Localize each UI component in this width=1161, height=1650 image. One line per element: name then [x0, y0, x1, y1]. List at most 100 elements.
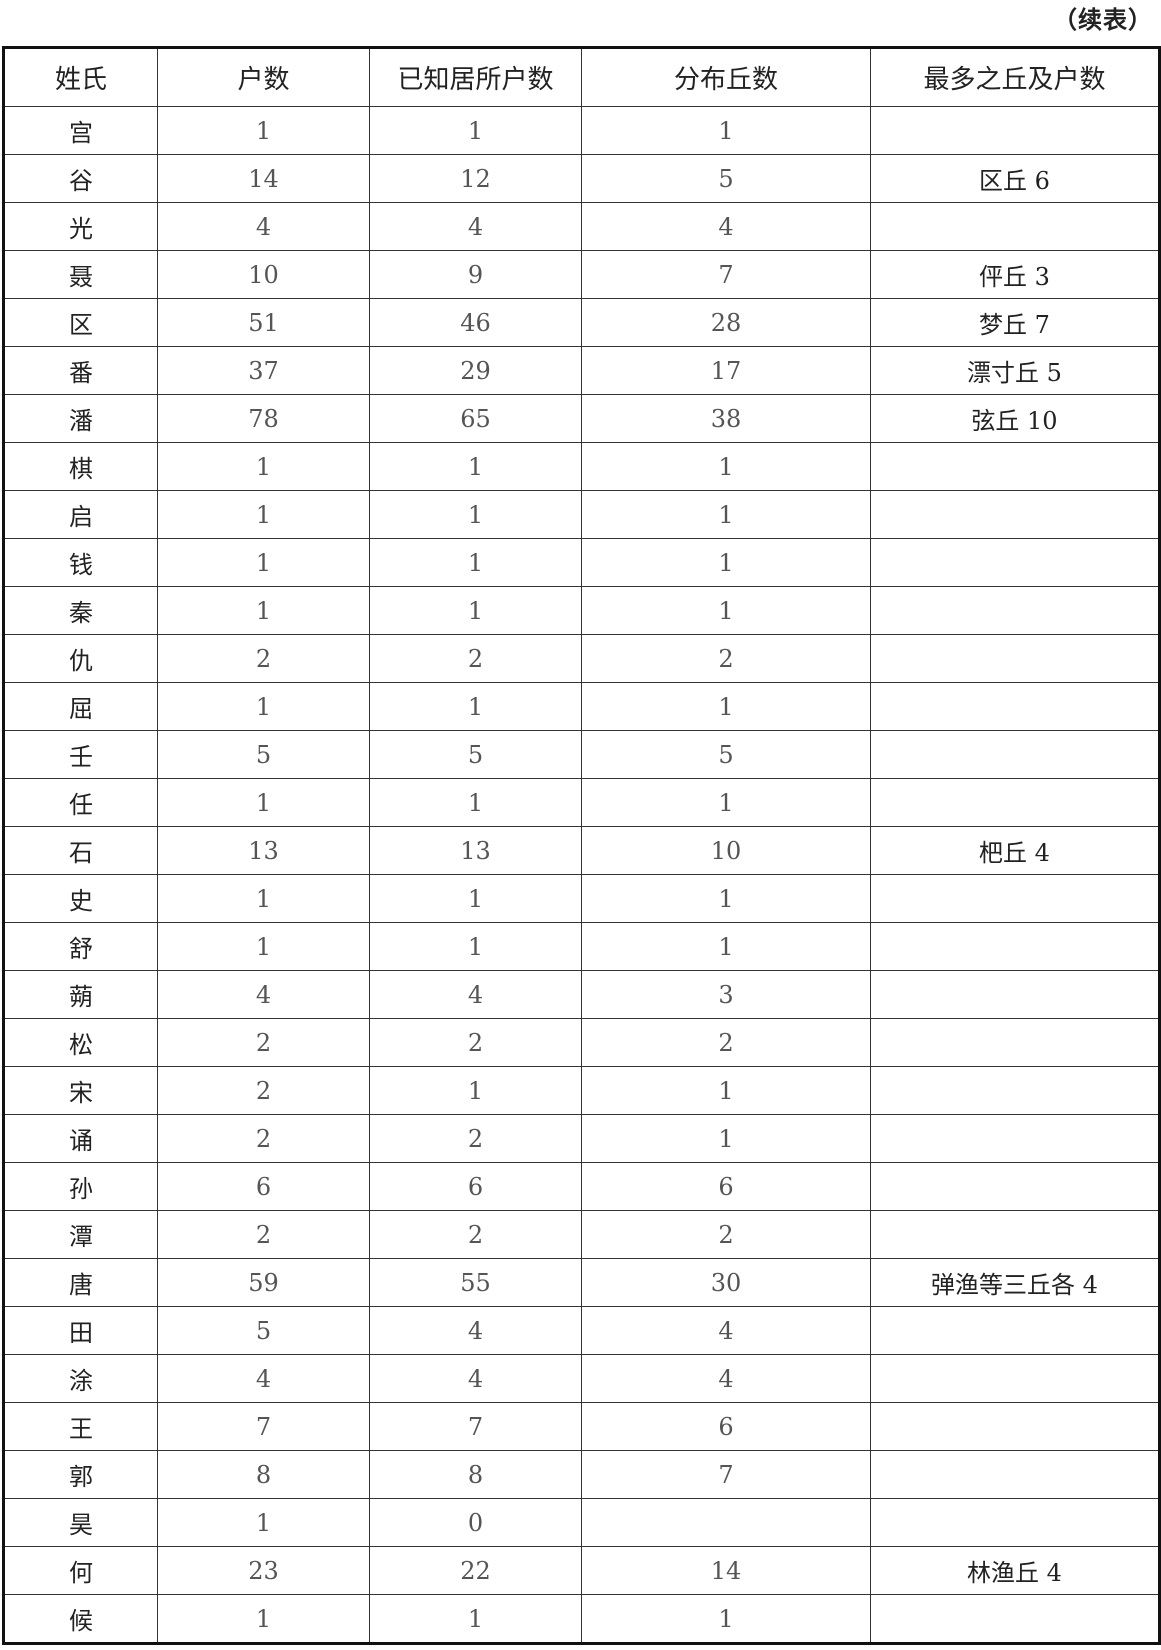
table-row: 石 13 13 10 杷丘 4: [3, 826, 1160, 875]
known-residence-cell: 2: [369, 634, 582, 683]
known-residence-cell: 1: [369, 106, 582, 155]
surname-household-table: 姓氏 户数 已知居所户数 分布丘数 最多之丘及户数 宫 1 1 1 谷 14 12 5 区丘 6…: [2, 46, 1161, 1645]
known-residence-cell: 7: [369, 1402, 582, 1451]
households-cell: 4: [157, 202, 370, 251]
surname-cell: 孙: [3, 1162, 158, 1211]
header-known-residence: 已知居所户数: [369, 47, 582, 107]
top-hill-cell: [870, 1594, 1160, 1644]
households-cell: 1: [157, 1594, 370, 1644]
table-continued-caption: （续表）: [1053, 6, 1153, 34]
known-residence-cell: 4: [369, 202, 582, 251]
top-hill-cell: 伻丘 3: [870, 250, 1160, 299]
households-cell: 2: [157, 634, 370, 683]
table-row: 唐 59 55 30 弹渔等三丘各 4: [3, 1258, 1160, 1307]
top-hill-cell: [870, 1354, 1160, 1403]
households-cell: 4: [157, 1354, 370, 1403]
hill-count-cell: 2: [581, 1018, 871, 1067]
known-residence-cell: 1: [369, 1594, 582, 1644]
header-hill-count: 分布丘数: [581, 47, 871, 107]
hill-count-cell: 4: [581, 1354, 871, 1403]
surname-cell: 光: [3, 202, 158, 251]
surname-cell: 诵: [3, 1114, 158, 1163]
hill-count-cell: 17: [581, 346, 871, 395]
households-cell: 1: [157, 538, 370, 587]
surname-cell: 郭: [3, 1450, 158, 1499]
known-residence-cell: 8: [369, 1450, 582, 1499]
households-cell: 59: [157, 1258, 370, 1307]
known-residence-cell: 55: [369, 1258, 582, 1307]
known-residence-cell: 1: [369, 682, 582, 731]
header-top-hill: 最多之丘及户数: [870, 47, 1160, 107]
surname-cell: 聂: [3, 250, 158, 299]
households-cell: 5: [157, 1306, 370, 1355]
known-residence-cell: 4: [369, 1354, 582, 1403]
top-hill-cell: [870, 778, 1160, 827]
known-residence-cell: 2: [369, 1114, 582, 1163]
table-row: 谷 14 12 5 区丘 6: [3, 154, 1160, 203]
hill-count-cell: 4: [581, 1306, 871, 1355]
households-cell: 2: [157, 1066, 370, 1115]
known-residence-cell: 29: [369, 346, 582, 395]
known-residence-cell: 22: [369, 1546, 582, 1595]
households-cell: 7: [157, 1402, 370, 1451]
surname-cell: 潭: [3, 1210, 158, 1259]
households-cell: 13: [157, 826, 370, 875]
known-residence-cell: 5: [369, 730, 582, 779]
hill-count-cell: 2: [581, 1210, 871, 1259]
table-row: 区 51 46 28 梦丘 7: [3, 298, 1160, 347]
top-hill-cell: [870, 874, 1160, 923]
hill-count-cell: 10: [581, 826, 871, 875]
top-hill-cell: [870, 202, 1160, 251]
header-row: 姓氏 户数 已知居所户数 分布丘数 最多之丘及户数: [3, 47, 1160, 107]
top-hill-cell: [870, 442, 1160, 491]
households-cell: 5: [157, 730, 370, 779]
known-residence-cell: 12: [369, 154, 582, 203]
top-hill-cell: 林渔丘 4: [870, 1546, 1160, 1595]
surname-cell: 钱: [3, 538, 158, 587]
surname-cell: 仇: [3, 634, 158, 683]
table-row: 聂 10 9 7 伻丘 3: [3, 250, 1160, 299]
top-hill-cell: [870, 1066, 1160, 1115]
households-cell: 37: [157, 346, 370, 395]
top-hill-cell: [870, 490, 1160, 539]
top-hill-cell: [870, 538, 1160, 587]
known-residence-cell: 2: [369, 1018, 582, 1067]
known-residence-cell: 1: [369, 778, 582, 827]
hill-count-cell: 3: [581, 970, 871, 1019]
households-cell: 1: [157, 778, 370, 827]
top-hill-cell: 梦丘 7: [870, 298, 1160, 347]
top-hill-cell: 区丘 6: [870, 154, 1160, 203]
hill-count-cell: 1: [581, 778, 871, 827]
known-residence-cell: 1: [369, 874, 582, 923]
known-residence-cell: 6: [369, 1162, 582, 1211]
hill-count-cell: 38: [581, 394, 871, 443]
surname-cell: 松: [3, 1018, 158, 1067]
top-hill-cell: [870, 1162, 1160, 1211]
households-cell: 1: [157, 1498, 370, 1547]
known-residence-cell: 1: [369, 442, 582, 491]
surname-cell: 屈: [3, 682, 158, 731]
surname-cell: 舒: [3, 922, 158, 971]
top-hill-cell: [870, 922, 1160, 971]
surname-cell: 昊: [3, 1498, 158, 1547]
surname-cell: 史: [3, 874, 158, 923]
top-hill-cell: [870, 1210, 1160, 1259]
hill-count-cell: 1: [581, 106, 871, 155]
households-cell: 1: [157, 922, 370, 971]
top-hill-cell: [870, 1306, 1160, 1355]
known-residence-cell: 1: [369, 586, 582, 635]
households-cell: 23: [157, 1546, 370, 1595]
known-residence-cell: 4: [369, 970, 582, 1019]
households-cell: 6: [157, 1162, 370, 1211]
households-cell: 2: [157, 1114, 370, 1163]
